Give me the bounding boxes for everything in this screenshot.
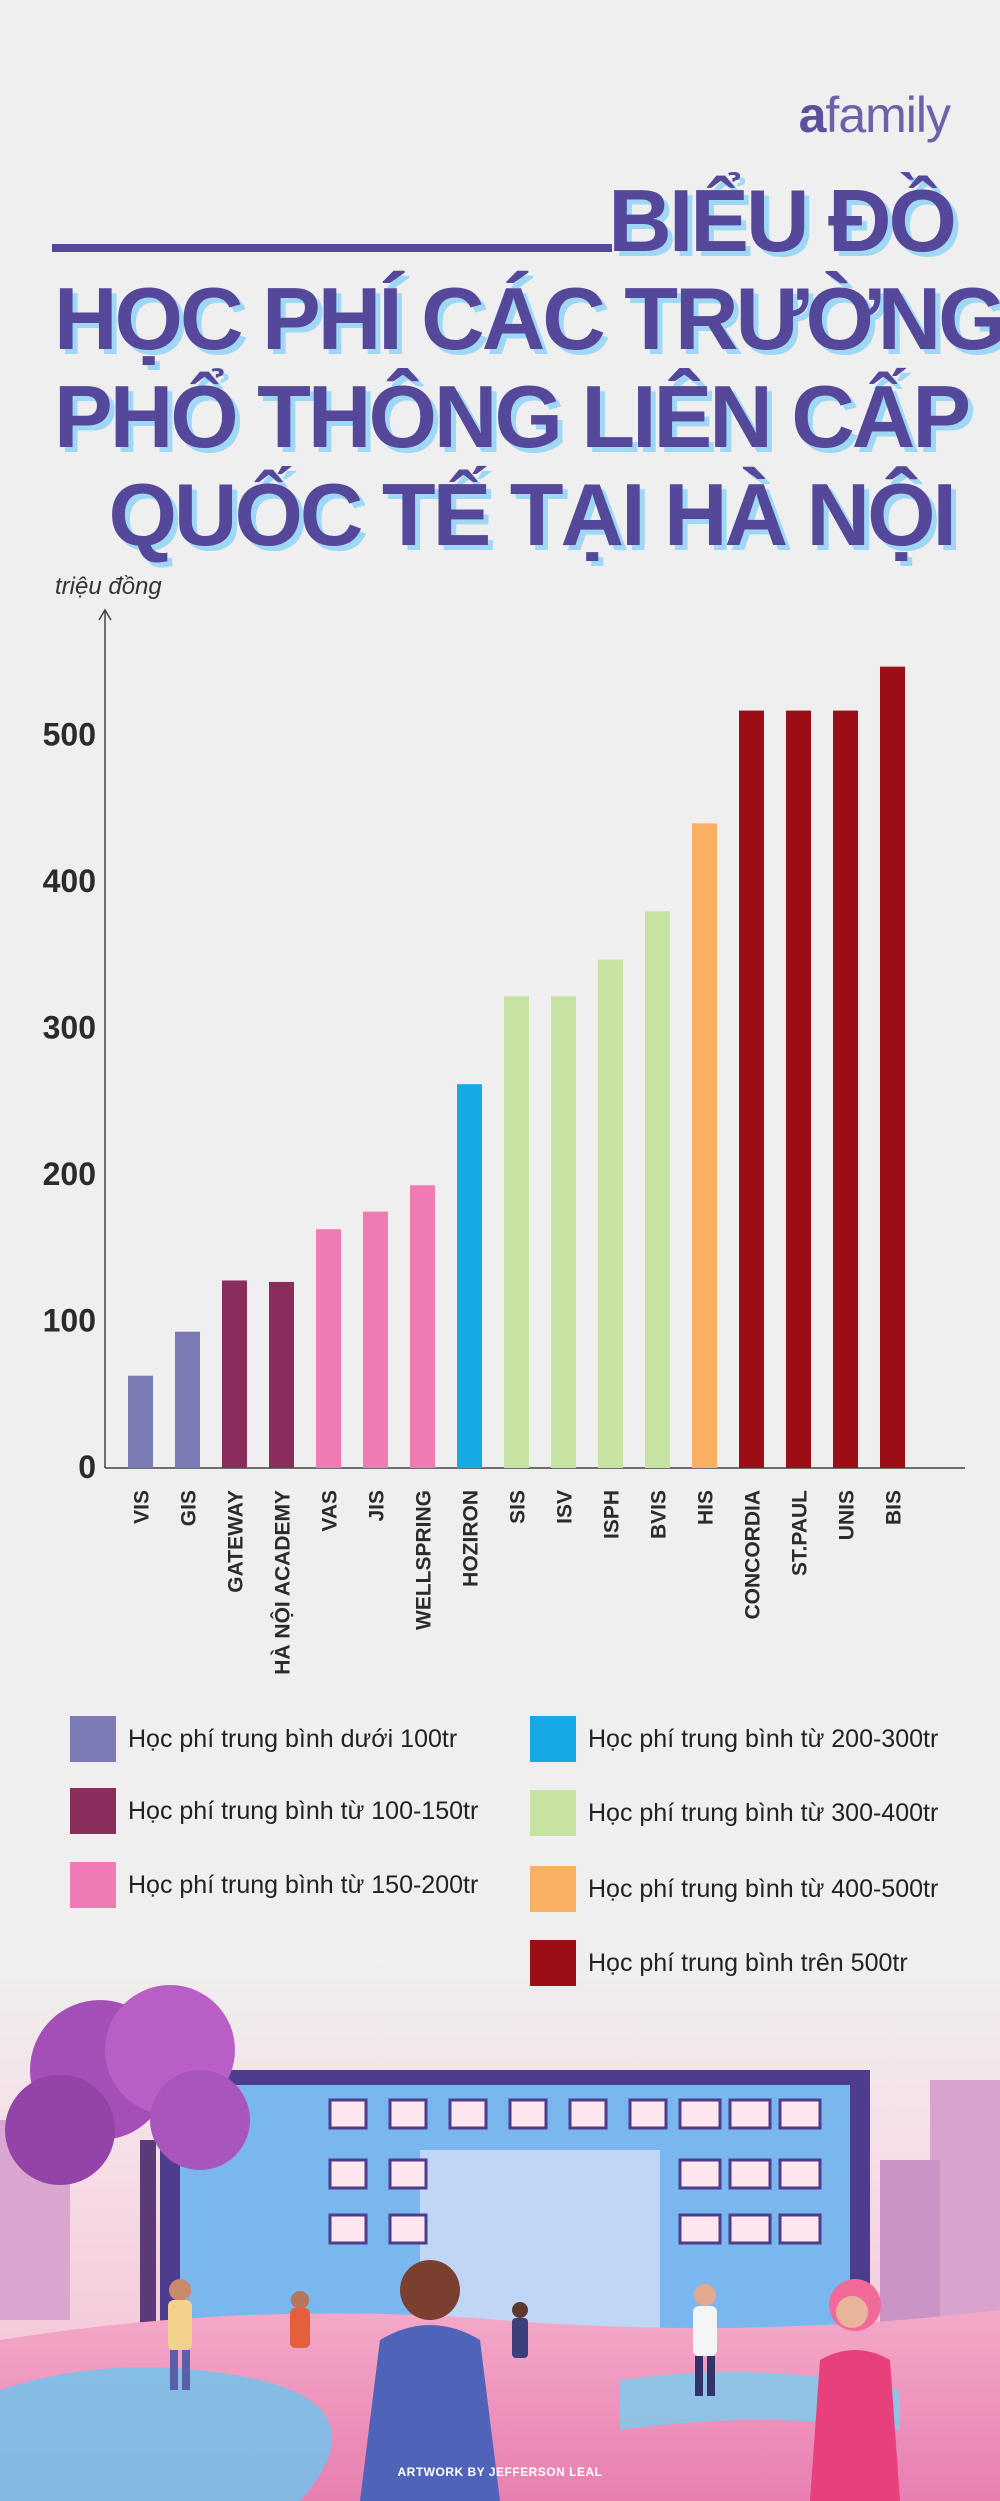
title-line-2: HỌC PHÍ CÁC TRƯỜNG [54, 269, 1000, 368]
bar-gateway [222, 1280, 247, 1468]
logo-name: family [825, 87, 951, 143]
legend-swatch [70, 1716, 116, 1762]
title-line-4: QUỐC TẾ TẠI HÀ NỘI [108, 465, 957, 564]
y-tick-label-400: 400 [43, 863, 96, 899]
legend-label: Học phí trung bình từ 300-400tr [588, 1798, 939, 1827]
legend-label: Học phí trung bình từ 200-300tr [588, 1724, 939, 1753]
x-tick-label-h-n-i-academy: HÀ NỘI ACADEMY [271, 1490, 295, 1675]
title-rule [52, 244, 612, 252]
y-tick-label-0: 0 [78, 1449, 96, 1485]
legend-label: Học phí trung bình dưới 100tr [128, 1724, 458, 1753]
legend-label: Học phí trung bình trên 500tr [588, 1948, 908, 1977]
title-line-3: PHỔ THÔNG LIÊN CẤP [54, 367, 971, 466]
legend-item-from-400-500: Học phí trung bình từ 400-500tr [530, 1866, 938, 1912]
bar-his [692, 823, 717, 1468]
bar-vis [128, 1375, 153, 1468]
legend-item-over-500: Học phí trung bình trên 500tr [530, 1940, 908, 1986]
x-tick-label-vis: VIS [131, 1490, 154, 1524]
legend-swatch [530, 1790, 576, 1836]
afamily-logo: afamily [798, 86, 951, 144]
x-tick-label-sis: SIS [507, 1490, 530, 1524]
x-tick-label-hoziron: HOZIRON [460, 1490, 483, 1587]
legend-swatch [70, 1862, 116, 1908]
legend-item-from-200-300: Học phí trung bình từ 200-300tr [530, 1716, 938, 1762]
bar-vas [316, 1229, 341, 1468]
bar-unis [833, 710, 858, 1468]
legend-swatch [530, 1866, 576, 1912]
bar-h-n-i-academy [269, 1281, 294, 1468]
x-tick-label-gateway: GATEWAY [225, 1490, 248, 1593]
legend-swatch [530, 1716, 576, 1762]
y-tick-label-200: 200 [43, 1156, 96, 1192]
legend-item-under-100: Học phí trung bình dưới 100tr [70, 1716, 457, 1762]
bar-concordia [739, 710, 764, 1468]
bar-sis [504, 996, 529, 1468]
bar-isv [551, 996, 576, 1468]
x-tick-label-st-paul: ST.PAUL [789, 1490, 812, 1576]
bar-bvis [645, 911, 670, 1468]
legend-item-from-100-150: Học phí trung bình từ 100-150tr [70, 1788, 478, 1834]
page-title: BIỂU ĐỒ HỌC PHÍ CÁC TRƯỜNG PHỔ THÔNG LIÊ… [54, 171, 1000, 564]
bar-st-paul [786, 710, 811, 1468]
y-tick-label-100: 100 [43, 1303, 96, 1339]
bar-isph [598, 959, 623, 1468]
legend-label: Học phí trung bình từ 100-150tr [128, 1796, 479, 1825]
legend-label: Học phí trung bình từ 400-500tr [588, 1874, 939, 1903]
logo-prefix: a [798, 87, 827, 143]
y-axis-unit-label: triệu đồng [55, 573, 162, 600]
x-tick-label-his: HIS [695, 1490, 718, 1525]
bar-jis [363, 1211, 388, 1468]
x-tick-label-unis: UNIS [836, 1490, 859, 1540]
bar-chart: 0 100 200 300 400 500 VIS GIS GATEWAY HÀ NỘI ACAD… [43, 608, 965, 1675]
y-tick-label-300: 300 [43, 1010, 96, 1046]
x-tick-label-bvis: BVIS [648, 1490, 671, 1539]
legend-swatch [530, 1940, 576, 1986]
bar-hoziron [457, 1084, 482, 1468]
title-line-1: BIỂU ĐỒ [608, 171, 957, 270]
x-tick-label-vas: VAS [319, 1490, 342, 1532]
artwork-credit: ARTWORK BY JEFFERSON LEAL [397, 2465, 603, 2479]
x-tick-label-bis: BIS [883, 1490, 906, 1525]
y-tick-label-500: 500 [43, 717, 96, 753]
x-tick-label-gis: GIS [178, 1490, 201, 1526]
legend-item-from-150-200: Học phí trung bình từ 150-200tr [70, 1862, 478, 1908]
school-illustration [0, 1960, 1000, 2501]
x-tick-label-isph: ISPH [601, 1490, 624, 1539]
bar-bis [880, 666, 905, 1468]
legend-label: Học phí trung bình từ 150-200tr [128, 1870, 479, 1899]
bar-gis [175, 1331, 200, 1468]
y-axis-arrow [98, 608, 112, 621]
legend-item-from-300-400: Học phí trung bình từ 300-400tr [530, 1790, 938, 1836]
legend-swatch [70, 1788, 116, 1834]
x-tick-label-wellspring: WELLSPRING [413, 1490, 436, 1630]
x-tick-label-isv: ISV [554, 1490, 577, 1524]
bar-wellspring [410, 1185, 435, 1468]
x-tick-label-jis: JIS [366, 1490, 389, 1522]
x-tick-label-concordia: CONCORDIA [742, 1490, 765, 1620]
